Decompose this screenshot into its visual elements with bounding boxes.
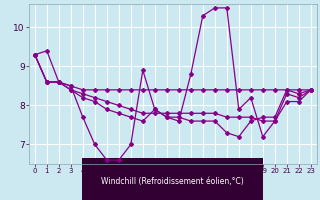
X-axis label: Windchill (Refroidissement éolien,°C): Windchill (Refroidissement éolien,°C) xyxy=(101,177,244,186)
